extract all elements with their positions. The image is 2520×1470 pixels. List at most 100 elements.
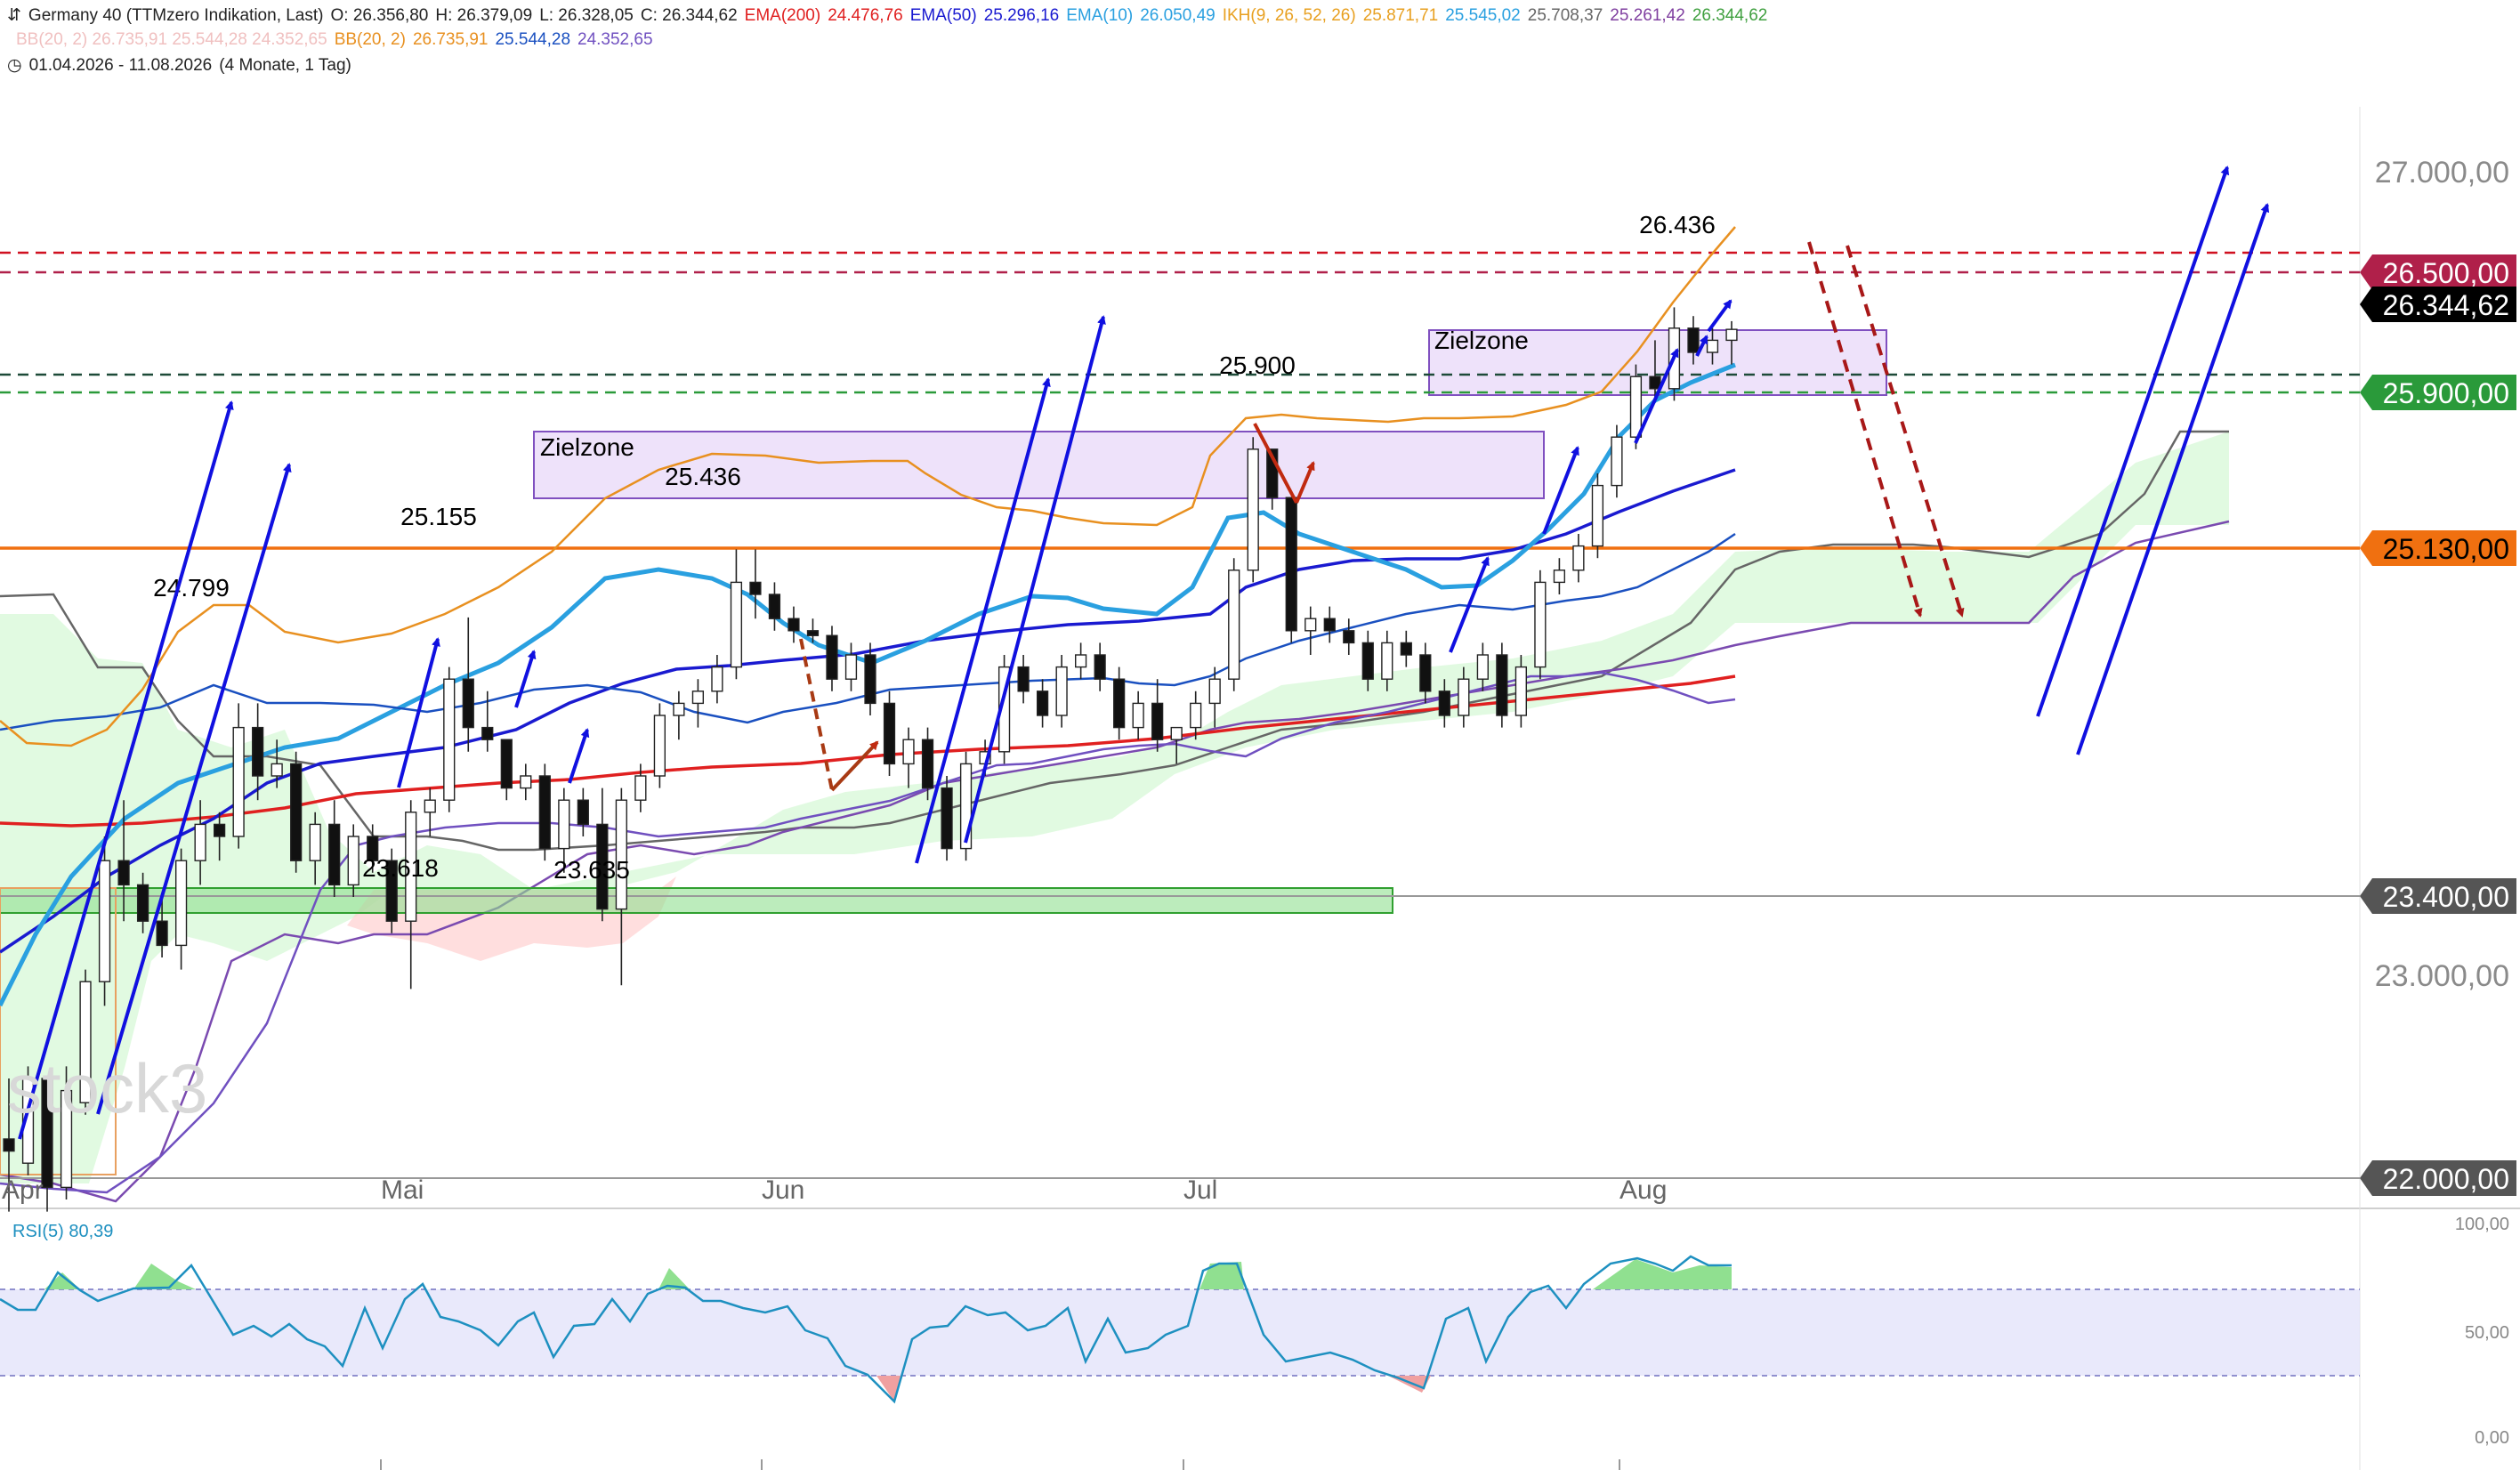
rsi-level-label: 100,00: [2455, 1215, 2509, 1234]
candle-body: [768, 594, 781, 619]
header-line-1-item-5: EMA(200): [744, 6, 821, 25]
rsi-oversold-fill: [876, 1376, 1431, 1401]
trend-arrow-red-1: [830, 740, 879, 792]
candle-body: [194, 823, 206, 861]
trend-arrow-blue: [18, 400, 234, 1140]
header-line-1-item-8: 25.296,16: [983, 6, 1060, 25]
price-tag-label: 26.500,00: [2383, 257, 2509, 289]
dashed-arrow-down-2: [1846, 245, 1965, 618]
bb-upper-line: [0, 226, 1736, 747]
rsi-label: RSI(5) 80,39: [12, 1222, 113, 1241]
ema50-line: [0, 468, 1736, 954]
candle-body: [136, 884, 149, 922]
candle-body: [1361, 642, 1374, 680]
header-line-1-item-15: 25.261,42: [1610, 6, 1685, 25]
candle-body: [959, 763, 973, 850]
candle-body: [1132, 702, 1144, 729]
candle-body: [1649, 376, 1661, 390]
header-line-1-item-13: 25.545,02: [1445, 6, 1521, 25]
candle-body: [941, 787, 953, 850]
trend-arrow-blue: [2076, 203, 2270, 755]
candle-body: [634, 775, 647, 801]
header-line-2-item-3: 25.544,28: [495, 30, 571, 49]
candle-body: [1725, 328, 1738, 342]
candle-body: [1170, 726, 1183, 740]
candle-body: [1514, 666, 1527, 716]
trend-arrow-blue: [1449, 556, 1490, 653]
header-line-1-item-12: 25.871,71: [1362, 6, 1439, 25]
candle-body: [806, 630, 820, 636]
trend-arrow-blue: [514, 650, 537, 708]
watermark: stock3: [7, 1049, 207, 1127]
candle-body: [883, 702, 896, 765]
price-annotation: 26.436: [1639, 211, 1716, 238]
candle-body: [405, 812, 417, 922]
candle-body: [864, 654, 876, 705]
header-line-3: ◷ 01.04.2026 - 11.08.2026 (4 Monate, 1 Tag…: [7, 55, 359, 76]
candle-body: [481, 726, 494, 740]
trend-arrow-blue: [964, 315, 1106, 844]
price-tag-bg: [2360, 878, 2516, 914]
support-zone: [0, 887, 1393, 914]
candle-body: [673, 702, 685, 716]
header-line-2-item-0: BB(20, 2) 26.735,91 25.544,28 24.352,65: [16, 30, 327, 49]
candle-body: [1400, 642, 1412, 656]
x-tick-label: Mai: [381, 1175, 424, 1205]
candle-body: [615, 799, 627, 910]
header-line-1-item-14: 25.708,37: [1527, 6, 1603, 25]
trend-arrow-blue: [397, 637, 440, 788]
candle-body: [1534, 581, 1547, 668]
trend-arrow-blue: [1634, 348, 1679, 444]
trend-arrow-blue: [1695, 335, 1708, 357]
apr-box: [0, 887, 117, 1175]
target-zone-1-label: Zielzone: [540, 433, 634, 461]
candle-body: [60, 1089, 73, 1189]
candle-body: [749, 581, 762, 595]
ema200-line: [0, 674, 1736, 828]
candle-body: [921, 739, 934, 789]
header-line-2-item-4: 24.352,65: [578, 30, 653, 49]
candle-body: [1611, 436, 1623, 487]
price-annotation: 25.900: [1219, 351, 1296, 379]
candle-body: [367, 836, 379, 861]
candle-body: [41, 1078, 53, 1189]
header-line-1-item-2: H: 26.379,09: [435, 6, 533, 25]
header-line-1-item-3: L: 26.328,05: [539, 6, 634, 25]
candle-body: [1036, 691, 1049, 716]
trend-line-red-2: [1253, 423, 1298, 504]
rsi-overbought-fill: [44, 1259, 1732, 1289]
candle-body: [691, 691, 705, 705]
trend-arrow-blue: [1542, 446, 1579, 535]
trend-arrow-blue: [568, 728, 590, 784]
header-line-1: ⇵ Germany 40 (TTMzero Indikation, Last) O:…: [7, 5, 1781, 26]
price-tag-bg: [2360, 375, 2516, 410]
candle-body: [1285, 497, 1297, 632]
price-annotation: 23.618: [362, 854, 439, 882]
candle-body: [1476, 654, 1489, 680]
candle-body: [214, 823, 226, 837]
candle-body: [1343, 630, 1355, 644]
candle-body: [1687, 327, 1700, 353]
x-tick-label: Aug: [1619, 1175, 1667, 1205]
candle-body: [902, 739, 915, 765]
candle-body: [1228, 569, 1240, 680]
candle-body: [21, 1078, 35, 1164]
candle-body: [271, 763, 283, 777]
y-tick-label: 27.000,00: [2375, 156, 2509, 190]
candle-body: [577, 799, 589, 826]
candle-body: [252, 726, 264, 777]
header-line-1-item-10: 26.050,49: [1140, 6, 1216, 25]
candle-body: [1381, 642, 1393, 680]
candle-body: [711, 666, 723, 692]
candle-body: [1208, 678, 1221, 705]
candle-body: [1113, 678, 1126, 729]
header-line-2-item-2: 26.735,91: [412, 30, 489, 49]
candle-body: [98, 860, 111, 982]
candle-body: [424, 799, 436, 813]
ema10-line: [0, 362, 1736, 1007]
candle-body: [653, 715, 666, 777]
candle-body: [1419, 654, 1432, 692]
price-tag-label: 22.000,00: [2383, 1163, 2509, 1195]
bb-mid-line: [0, 532, 1736, 731]
